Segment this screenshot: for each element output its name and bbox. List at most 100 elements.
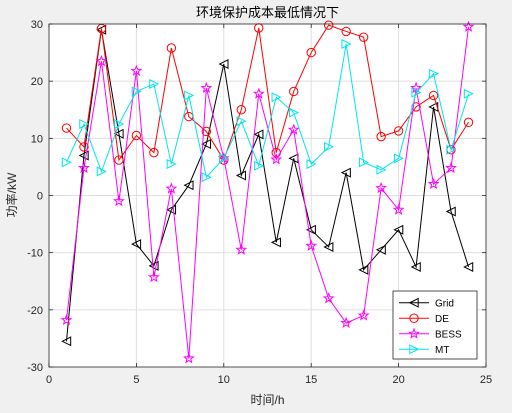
data-point xyxy=(393,224,404,235)
data-point xyxy=(114,119,125,130)
data-point xyxy=(322,292,335,304)
legend-label: BESS xyxy=(435,329,462,340)
data-point xyxy=(323,20,334,30)
legend-entry: Grid xyxy=(399,297,454,309)
data-point xyxy=(340,316,353,329)
data-point xyxy=(462,20,475,32)
legend-marker xyxy=(409,313,419,323)
legend-label: DE xyxy=(435,314,449,325)
x-tick-label: 10 xyxy=(218,374,230,386)
series-line-de xyxy=(66,24,469,162)
data-point xyxy=(411,87,422,98)
data-point xyxy=(463,117,474,128)
data-point xyxy=(95,54,108,67)
data-point xyxy=(341,26,351,37)
x-tick-label: 5 xyxy=(133,374,139,386)
series-mt xyxy=(61,38,474,183)
data-point xyxy=(201,126,212,137)
data-point xyxy=(306,47,316,58)
x-tick-label: 20 xyxy=(392,374,404,386)
legend-entry: BESS xyxy=(399,327,462,340)
data-point xyxy=(182,352,195,364)
data-point xyxy=(96,166,107,177)
data-point xyxy=(357,309,370,321)
data-point xyxy=(428,90,439,101)
data-point xyxy=(323,241,334,252)
y-tick-label: -30 xyxy=(27,362,43,374)
data-point xyxy=(183,180,194,191)
grid-lines xyxy=(49,24,486,367)
y-tick-label: 10 xyxy=(31,133,43,145)
data-point xyxy=(254,160,265,171)
data-point xyxy=(149,147,159,158)
data-point xyxy=(340,167,351,178)
data-point xyxy=(61,123,72,133)
data-point xyxy=(271,92,282,103)
data-point xyxy=(165,182,178,194)
x-tick-label: 15 xyxy=(305,374,317,386)
legend-label: Grid xyxy=(435,298,454,309)
data-point xyxy=(289,107,300,118)
data-point xyxy=(270,237,281,248)
data-point xyxy=(201,139,212,150)
data-point xyxy=(235,243,248,255)
data-point xyxy=(112,194,125,207)
series-line-grid xyxy=(65,29,469,342)
data-point xyxy=(78,150,89,161)
y-axis-label: 功率/kW xyxy=(4,172,19,217)
data-point xyxy=(131,130,142,141)
data-point xyxy=(463,88,474,99)
data-point xyxy=(392,203,405,215)
data-point xyxy=(253,129,264,140)
data-point xyxy=(147,271,160,283)
data-point xyxy=(201,172,212,183)
data-point xyxy=(375,181,388,194)
data-point xyxy=(287,123,300,135)
data-point xyxy=(427,177,440,190)
legend: Grid DE BESS MT xyxy=(392,290,478,360)
data-point xyxy=(149,79,160,90)
series-layer xyxy=(60,20,475,364)
data-point xyxy=(79,142,89,152)
x-tick-label: 25 xyxy=(480,374,492,386)
data-point xyxy=(375,244,386,255)
legend-label: MT xyxy=(435,345,449,356)
y-tick-label: -20 xyxy=(27,305,43,317)
data-point xyxy=(61,336,72,347)
data-point xyxy=(219,153,230,164)
data-point xyxy=(114,155,124,165)
data-point xyxy=(130,64,143,76)
data-point xyxy=(166,159,177,170)
series-grid xyxy=(61,24,474,347)
series-line-bess xyxy=(65,26,470,359)
data-point xyxy=(410,261,421,272)
data-point xyxy=(131,239,142,250)
data-point xyxy=(358,157,369,168)
legend-entry: DE xyxy=(399,313,449,325)
data-point xyxy=(270,153,283,165)
data-point xyxy=(289,86,299,97)
data-point xyxy=(358,264,369,275)
series-bess xyxy=(60,20,475,364)
data-point xyxy=(445,206,456,217)
y-tick-label: -10 xyxy=(27,248,43,260)
data-point xyxy=(463,261,474,272)
y-tick-label: 20 xyxy=(31,76,43,88)
data-point xyxy=(236,116,247,127)
data-point xyxy=(393,126,404,136)
data-point xyxy=(446,144,457,155)
x-tick-label: 0 xyxy=(46,374,52,386)
legend-entry: MT xyxy=(399,344,449,356)
data-point xyxy=(60,313,73,326)
data-point xyxy=(184,90,195,101)
data-point xyxy=(305,239,318,251)
data-point xyxy=(131,86,142,97)
legend-marker xyxy=(408,297,419,308)
data-point xyxy=(445,161,457,174)
data-point xyxy=(148,260,159,271)
data-point xyxy=(393,153,404,164)
series-de xyxy=(61,20,474,165)
data-point xyxy=(323,141,334,152)
data-point xyxy=(113,128,124,139)
